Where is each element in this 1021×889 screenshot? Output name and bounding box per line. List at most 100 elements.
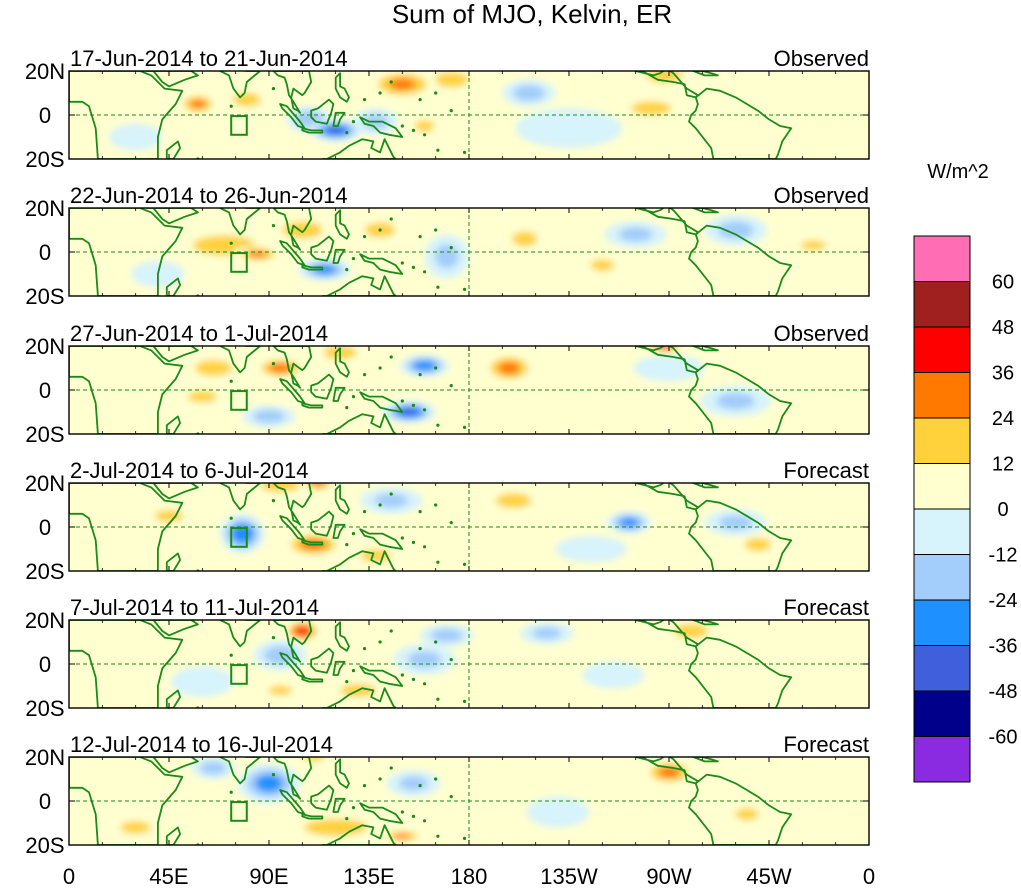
coastline bbox=[69, 208, 184, 296]
coastline bbox=[69, 483, 184, 571]
colorbar-legend: W/m^2 60 48 36 24 12 0 -12 -24 -36 -48 -60 bbox=[913, 161, 1018, 783]
coastline bbox=[145, 483, 199, 500]
coastline bbox=[359, 802, 404, 824]
coastline bbox=[310, 373, 335, 400]
lat-label: 20N bbox=[25, 196, 65, 221]
positive-anomaly bbox=[753, 672, 807, 700]
coastline bbox=[334, 72, 350, 103]
positive-anomaly bbox=[658, 767, 680, 778]
positive-anomaly bbox=[511, 231, 538, 247]
coastline bbox=[321, 138, 397, 159]
island bbox=[345, 680, 349, 684]
negative-anomaly bbox=[430, 628, 463, 643]
coastline bbox=[688, 87, 793, 159]
lon-label: 45W bbox=[746, 864, 791, 889]
island bbox=[362, 235, 367, 239]
anomaly-field bbox=[69, 757, 869, 845]
island bbox=[434, 640, 438, 644]
island bbox=[345, 268, 349, 272]
panels-group: 20N 0 20S 17-Jun-2014 to 21-Jun-2014 Observe… bbox=[25, 46, 870, 858]
coastline bbox=[690, 346, 719, 352]
colorbar-label: -60 bbox=[989, 727, 1018, 749]
island bbox=[351, 395, 356, 399]
colorbar-label: 36 bbox=[992, 363, 1014, 385]
colorbar-label: -48 bbox=[989, 681, 1018, 703]
negative-anomaly bbox=[582, 661, 645, 689]
coastline bbox=[301, 813, 324, 820]
coastline bbox=[279, 652, 306, 679]
lat-label: 0 bbox=[39, 378, 51, 403]
island bbox=[229, 241, 233, 245]
coastline bbox=[690, 620, 719, 626]
coastline bbox=[321, 275, 397, 296]
island bbox=[229, 516, 233, 520]
island bbox=[422, 408, 427, 412]
colorbar-swatch bbox=[913, 554, 971, 601]
coastline bbox=[334, 209, 350, 240]
coastline bbox=[690, 208, 719, 214]
island bbox=[389, 80, 393, 84]
colorbar-label: 60 bbox=[992, 272, 1014, 294]
island bbox=[229, 379, 233, 383]
colorbar-label: 0 bbox=[997, 499, 1008, 521]
negative-anomaly bbox=[109, 123, 163, 151]
positive-anomaly bbox=[248, 250, 267, 258]
figure-title: Sum of MJO, Kelvin, ER bbox=[392, 0, 672, 29]
coastline bbox=[272, 483, 313, 526]
colorbar-label: -36 bbox=[989, 636, 1018, 658]
colorbar-swatch bbox=[913, 463, 971, 510]
island bbox=[378, 228, 382, 232]
lat-label: 20S bbox=[25, 559, 64, 584]
coastline bbox=[301, 127, 324, 134]
positive-anomaly bbox=[268, 363, 292, 373]
island bbox=[436, 834, 440, 838]
panel-kind-label: Observed bbox=[774, 46, 869, 71]
coastline bbox=[690, 483, 719, 489]
coastline bbox=[310, 235, 335, 262]
island bbox=[362, 647, 367, 651]
island bbox=[449, 795, 453, 799]
island bbox=[418, 647, 422, 651]
island bbox=[411, 128, 416, 132]
negative-anomaly bbox=[255, 774, 283, 792]
island bbox=[422, 133, 427, 137]
coastline bbox=[690, 71, 719, 77]
island bbox=[422, 270, 427, 274]
island bbox=[351, 120, 356, 124]
lat-label: 20N bbox=[25, 334, 65, 359]
panel-kind-label: Observed bbox=[774, 321, 869, 346]
island bbox=[229, 653, 233, 657]
island bbox=[418, 510, 422, 514]
coastline bbox=[321, 550, 397, 571]
coastline bbox=[165, 415, 182, 434]
lat-label: 0 bbox=[39, 652, 51, 677]
colorbar-label: 48 bbox=[992, 317, 1014, 339]
coastline bbox=[145, 208, 199, 225]
island bbox=[362, 510, 367, 514]
negative-anomaly bbox=[171, 666, 234, 697]
reference-box bbox=[230, 390, 248, 411]
positive-anomaly bbox=[495, 493, 532, 509]
coastline bbox=[165, 140, 182, 159]
coastlines bbox=[69, 71, 793, 159]
island bbox=[462, 836, 467, 841]
panel-kind-label: Forecast bbox=[783, 732, 869, 757]
island bbox=[449, 384, 453, 388]
coastline bbox=[359, 253, 404, 275]
negative-anomaly bbox=[253, 409, 285, 423]
coastlines bbox=[69, 757, 793, 845]
island bbox=[418, 373, 422, 377]
island bbox=[378, 91, 382, 95]
colorbar-label: -12 bbox=[989, 545, 1018, 567]
island bbox=[229, 790, 233, 794]
coastline bbox=[301, 402, 324, 409]
lat-label: 20S bbox=[25, 147, 64, 172]
colorbar-swatch bbox=[913, 235, 971, 282]
coastline bbox=[145, 71, 199, 88]
colorbar-swatch bbox=[913, 326, 971, 373]
coastline bbox=[688, 636, 793, 708]
lat-label: 20N bbox=[25, 745, 65, 770]
coastline bbox=[334, 484, 350, 515]
negative-anomaly bbox=[327, 127, 344, 134]
